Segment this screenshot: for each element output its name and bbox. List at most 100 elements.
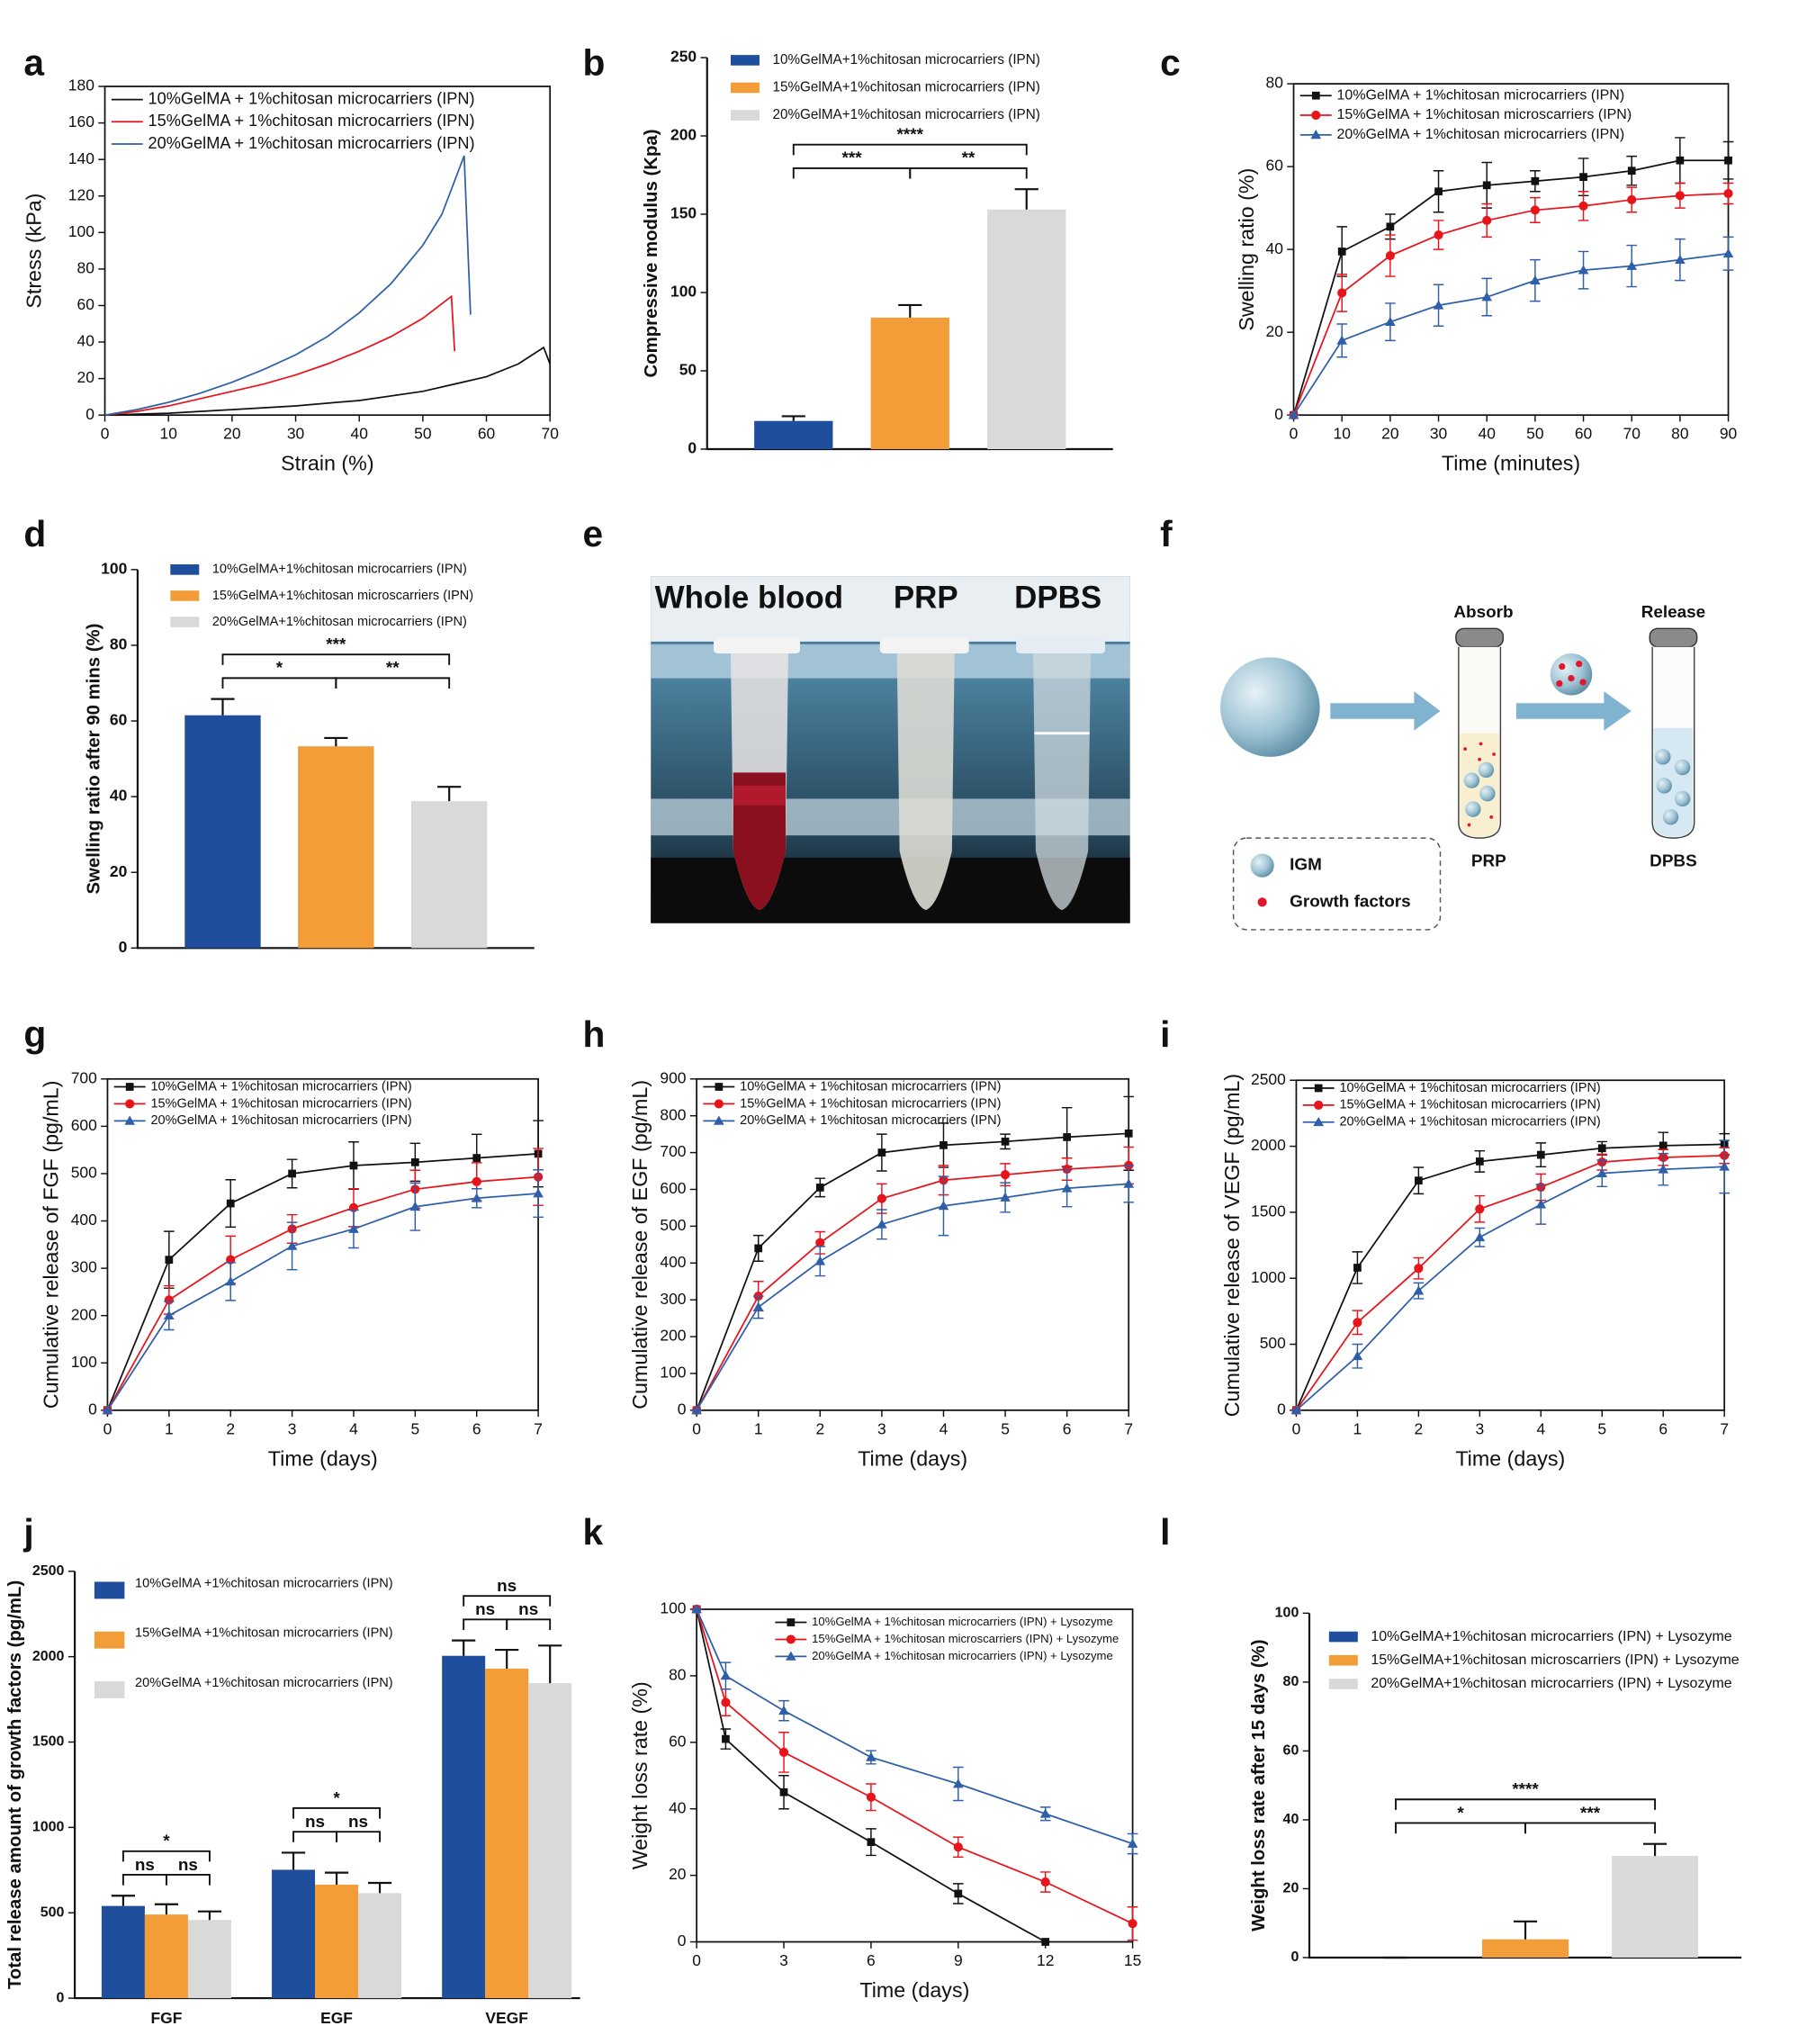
tube bbox=[1016, 637, 1106, 911]
x-tick-label: 3 bbox=[1475, 1419, 1484, 1437]
significance-label: ns bbox=[178, 1856, 198, 1875]
legend-label: 20%GelMA + 1%chitosan microcarriers (IPN… bbox=[1339, 1115, 1600, 1130]
x-tick-label: 2 bbox=[226, 1419, 235, 1437]
panel-letter: i bbox=[1160, 1013, 1170, 1055]
point bbox=[867, 1838, 876, 1847]
point bbox=[691, 1405, 702, 1415]
y-tick-label: 100 bbox=[1275, 1606, 1299, 1621]
y-tick-label: 20 bbox=[110, 862, 127, 880]
bar bbox=[358, 1893, 402, 1999]
legend-swatch bbox=[94, 1681, 125, 1698]
x-tick-label: 3 bbox=[877, 1419, 886, 1437]
series-line bbox=[1295, 1143, 1725, 1411]
legend-icon bbox=[1257, 897, 1267, 907]
point bbox=[814, 1256, 826, 1265]
x-tick-label: 50 bbox=[1526, 425, 1544, 443]
legend-label-box: 20%GelMA +1%chitosan microcarriers (IPN) bbox=[135, 1676, 393, 1690]
microcarrier bbox=[1220, 657, 1320, 757]
point bbox=[1724, 156, 1732, 165]
x-tick-label: 50 bbox=[414, 425, 432, 443]
point bbox=[1482, 215, 1492, 226]
point bbox=[1127, 1838, 1138, 1848]
y-tick-label: 20 bbox=[1265, 322, 1283, 340]
significance-bracket bbox=[463, 1618, 508, 1630]
y-tick-label: 200 bbox=[71, 1305, 97, 1323]
point bbox=[1597, 1144, 1606, 1153]
point bbox=[1536, 1150, 1545, 1159]
legend-swatch bbox=[94, 1631, 125, 1649]
series-line bbox=[106, 1152, 539, 1411]
point bbox=[409, 1201, 421, 1211]
y-tick-label: 0 bbox=[688, 439, 697, 457]
y-tick-label: 1000 bbox=[32, 1820, 65, 1835]
y-axis-label: Cumulative release of EGF (pg/mL) bbox=[628, 1080, 652, 1409]
y-tick-label: 20 bbox=[77, 368, 95, 386]
y-axis-label: Total release amount of growth factors (… bbox=[5, 1580, 25, 1989]
x-tick-label: 80 bbox=[1671, 425, 1689, 443]
y-tick-label: 20 bbox=[669, 1865, 687, 1883]
y-tick-label: 0 bbox=[1277, 1400, 1286, 1418]
significance-label: ns bbox=[348, 1813, 368, 1832]
y-tick-label: 140 bbox=[68, 149, 94, 167]
panel-letter: a bbox=[23, 42, 44, 84]
legend-marker bbox=[1311, 110, 1321, 121]
plot-frame bbox=[103, 86, 552, 417]
legend-swatch bbox=[170, 590, 200, 601]
x-tick-label: 30 bbox=[287, 425, 305, 443]
x-tick-label: 40 bbox=[351, 425, 369, 443]
point bbox=[410, 1157, 419, 1166]
point bbox=[1535, 1199, 1547, 1209]
point bbox=[1475, 1157, 1484, 1166]
panel-letter: f bbox=[1160, 513, 1173, 554]
y-tick-label: 100 bbox=[660, 1599, 686, 1617]
x-tick-label: 2 bbox=[815, 1419, 824, 1437]
significance-bracket bbox=[1395, 1798, 1657, 1810]
x-axis-label: Time (days) bbox=[858, 1446, 967, 1470]
legend-marker bbox=[786, 1651, 796, 1661]
photo-label: PRP bbox=[894, 581, 958, 616]
point bbox=[164, 1295, 174, 1305]
x-tick-label: 3 bbox=[288, 1419, 297, 1437]
point bbox=[1626, 260, 1638, 270]
bar bbox=[485, 1668, 529, 1999]
x-tick-label: 9 bbox=[954, 1951, 963, 1969]
y-tick-label: 300 bbox=[71, 1258, 97, 1276]
legend-marker bbox=[1314, 1100, 1324, 1110]
y-tick-label: 0 bbox=[678, 1400, 687, 1418]
series-line bbox=[1292, 193, 1729, 416]
point bbox=[1336, 335, 1348, 345]
point bbox=[877, 1148, 886, 1157]
x-tick-label: 2 bbox=[1415, 1419, 1424, 1437]
x-tick-label: 3 bbox=[779, 1951, 788, 1969]
bar bbox=[298, 746, 374, 949]
y-tick-label: 100 bbox=[660, 1364, 686, 1382]
series-line bbox=[1295, 1166, 1725, 1411]
y-tick-label: 100 bbox=[670, 283, 697, 301]
legend-icon bbox=[1250, 853, 1274, 878]
y-tick-label: 0 bbox=[57, 1990, 65, 2005]
significance-label: * bbox=[333, 1789, 340, 1808]
point bbox=[1061, 1183, 1073, 1193]
legend-swatch bbox=[1328, 1654, 1358, 1666]
panel-letter: h bbox=[583, 1013, 606, 1055]
y-tick-label: 40 bbox=[77, 332, 95, 350]
panel-letter: e bbox=[583, 513, 604, 554]
significance-label: ns bbox=[518, 1600, 538, 1619]
bar bbox=[528, 1683, 572, 1999]
series-line bbox=[696, 1132, 1129, 1411]
point bbox=[1579, 173, 1587, 181]
y-tick-label: 160 bbox=[68, 113, 94, 131]
legend-label-box: 15%GelMA +1%chitosan microcarriers (IPN) bbox=[135, 1626, 393, 1641]
series-line bbox=[1295, 1154, 1725, 1411]
x-tick-label: 0 bbox=[1292, 1419, 1301, 1437]
legend-box bbox=[1232, 837, 1442, 931]
error-bar bbox=[452, 1639, 476, 1656]
legend-label: 15%GelMA+1%chitosan microscarriers (IPN)… bbox=[1371, 1652, 1739, 1668]
point bbox=[1659, 1141, 1668, 1150]
point bbox=[1041, 1938, 1050, 1946]
plot-frame bbox=[106, 1077, 539, 1411]
y-tick-label: 900 bbox=[660, 1068, 686, 1086]
significance-label: **** bbox=[1512, 1780, 1539, 1799]
panel-letter: l bbox=[1160, 1511, 1170, 1553]
x-tick-label: 0 bbox=[692, 1951, 701, 1969]
